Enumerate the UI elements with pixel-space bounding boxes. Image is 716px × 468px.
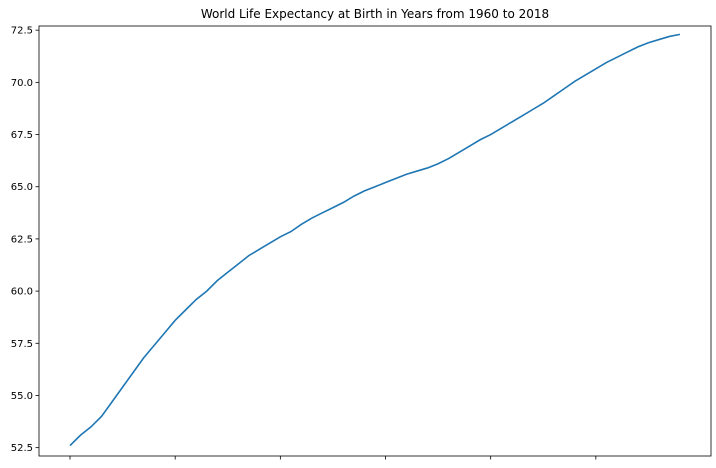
- y-axis: 52.5 55.0 57.5 60.0 62.5 65.0 67.5 70.0 72.5: [11, 26, 39, 454]
- y-tick-label: 65.0: [11, 182, 33, 193]
- y-tick-label: 57.5: [11, 339, 33, 350]
- chart-title: World Life Expectancy at Birth in Years …: [201, 7, 549, 21]
- y-tick-label: 72.5: [11, 26, 33, 37]
- series-line: [69, 33, 681, 447]
- y-tick-label: 55.0: [11, 391, 33, 402]
- y-tick-label: 70.0: [11, 78, 33, 89]
- y-tick-label: 67.5: [11, 130, 33, 141]
- x-axis: [69, 456, 597, 460]
- plot-frame: [38, 25, 712, 457]
- y-tick-label: 60.0: [11, 287, 33, 298]
- y-tick-label: 52.5: [11, 443, 33, 454]
- y-tick-label: 62.5: [11, 234, 33, 245]
